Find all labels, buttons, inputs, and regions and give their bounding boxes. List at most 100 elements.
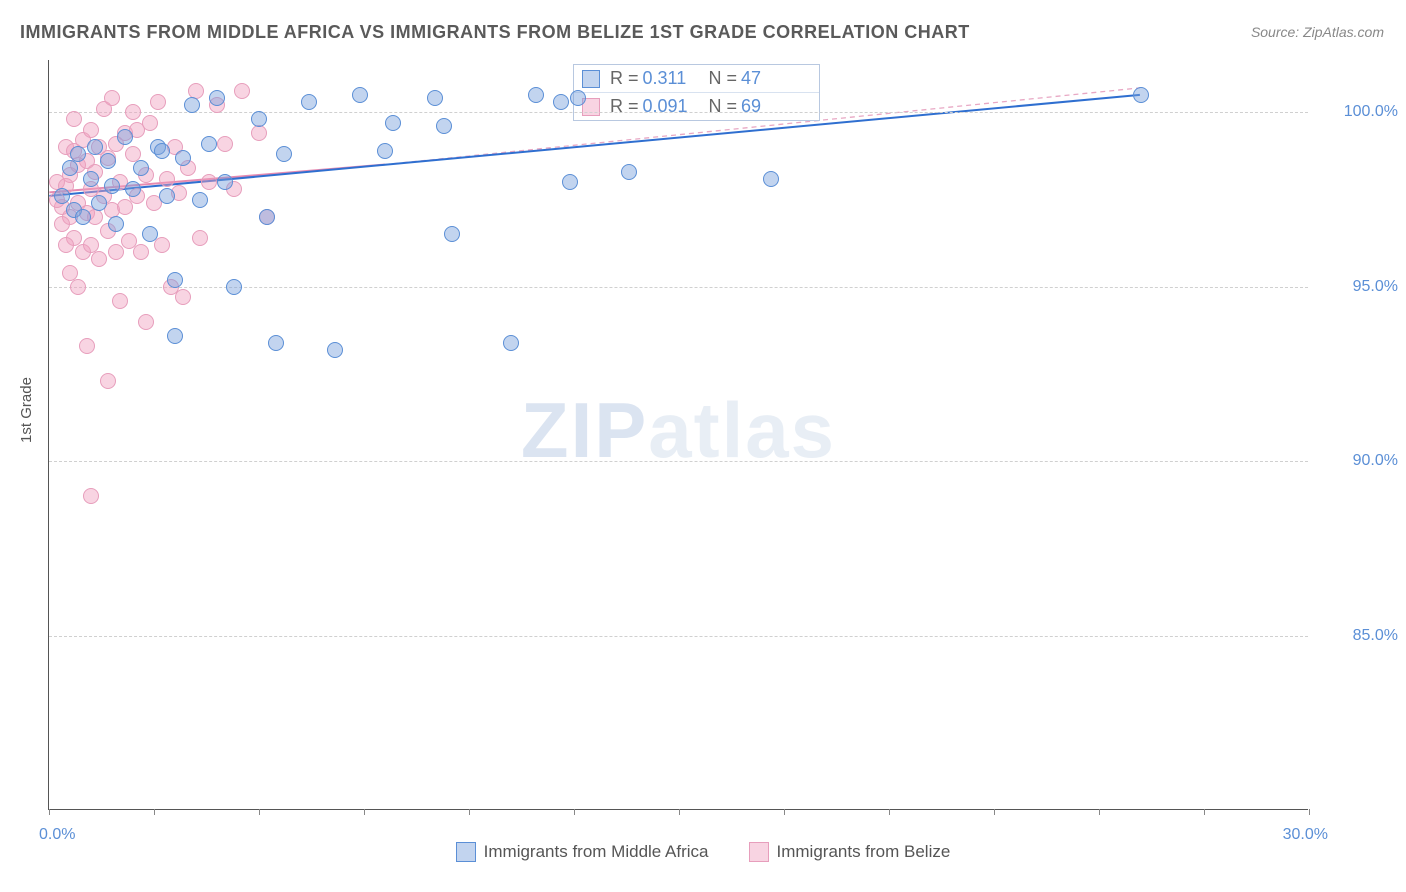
y-axis-label: 1st Grade xyxy=(18,377,35,443)
regression-lines xyxy=(49,60,1308,809)
y-tick-label: 85.0% xyxy=(1318,627,1398,645)
data-point xyxy=(142,226,158,242)
data-point xyxy=(66,111,82,127)
data-point xyxy=(217,136,233,152)
data-point xyxy=(570,90,586,106)
x-tick-mark xyxy=(364,809,365,815)
data-point xyxy=(58,237,74,253)
data-point xyxy=(427,90,443,106)
data-point xyxy=(192,230,208,246)
legend-label-pink: Immigrants from Belize xyxy=(777,842,951,862)
data-point xyxy=(184,97,200,113)
data-point xyxy=(377,143,393,159)
data-point xyxy=(125,104,141,120)
stats-n-label: N = xyxy=(709,68,738,89)
data-point xyxy=(112,293,128,309)
data-point xyxy=(259,209,275,225)
data-point xyxy=(201,136,217,152)
data-point xyxy=(201,174,217,190)
data-point xyxy=(138,314,154,330)
data-point xyxy=(83,171,99,187)
data-point xyxy=(104,90,120,106)
data-point xyxy=(436,118,452,134)
data-point xyxy=(763,171,779,187)
data-point xyxy=(133,244,149,260)
data-point xyxy=(553,94,569,110)
data-point xyxy=(83,122,99,138)
legend-item-pink: Immigrants from Belize xyxy=(749,842,951,862)
data-point xyxy=(70,146,86,162)
plot-area: ZIPatlas R = 0.311 N = 47 R = 0.091 N = … xyxy=(48,60,1308,810)
x-tick-mark xyxy=(574,809,575,815)
x-tick-mark xyxy=(154,809,155,815)
x-tick-mark xyxy=(469,809,470,815)
data-point xyxy=(159,188,175,204)
x-tick-mark xyxy=(994,809,995,815)
chart-title: IMMIGRANTS FROM MIDDLE AFRICA VS IMMIGRA… xyxy=(20,22,970,43)
data-point xyxy=(226,279,242,295)
legend-swatch-blue-icon xyxy=(456,842,476,862)
data-point xyxy=(117,129,133,145)
data-point xyxy=(528,87,544,103)
data-point xyxy=(209,90,225,106)
x-tick-mark xyxy=(1309,809,1310,815)
data-point xyxy=(154,143,170,159)
data-point xyxy=(142,115,158,131)
legend: Immigrants from Middle Africa Immigrants… xyxy=(0,842,1406,862)
data-point xyxy=(79,338,95,354)
data-point xyxy=(100,153,116,169)
data-point xyxy=(159,171,175,187)
stats-r-pink: 0.091 xyxy=(643,96,695,117)
x-tick-mark xyxy=(889,809,890,815)
data-point xyxy=(268,335,284,351)
data-point xyxy=(175,289,191,305)
data-point xyxy=(133,160,149,176)
data-point xyxy=(75,209,91,225)
data-point xyxy=(91,195,107,211)
data-point xyxy=(167,328,183,344)
x-tick-mark xyxy=(1099,809,1100,815)
data-point xyxy=(621,164,637,180)
legend-item-blue: Immigrants from Middle Africa xyxy=(456,842,709,862)
data-point xyxy=(100,373,116,389)
data-point xyxy=(54,188,70,204)
data-point xyxy=(167,272,183,288)
stats-r-label: R = xyxy=(610,68,639,89)
gridline xyxy=(49,636,1308,637)
data-point xyxy=(217,174,233,190)
data-point xyxy=(251,125,267,141)
data-point xyxy=(104,178,120,194)
x-tick-mark xyxy=(784,809,785,815)
legend-label-blue: Immigrants from Middle Africa xyxy=(484,842,709,862)
data-point xyxy=(301,94,317,110)
data-point xyxy=(150,94,166,110)
x-tick-mark xyxy=(1204,809,1205,815)
data-point xyxy=(352,87,368,103)
data-point xyxy=(1133,87,1149,103)
data-point xyxy=(385,115,401,131)
data-point xyxy=(251,111,267,127)
data-point xyxy=(327,342,343,358)
data-point xyxy=(154,237,170,253)
stats-r-label: R = xyxy=(610,96,639,117)
stats-row-blue: R = 0.311 N = 47 xyxy=(574,65,819,93)
y-tick-label: 100.0% xyxy=(1318,103,1398,121)
y-tick-label: 95.0% xyxy=(1318,278,1398,296)
source-label: Source: ZipAtlas.com xyxy=(1251,24,1384,40)
data-point xyxy=(70,279,86,295)
x-tick-mark xyxy=(679,809,680,815)
data-point xyxy=(234,83,250,99)
data-point xyxy=(87,139,103,155)
y-tick-label: 90.0% xyxy=(1318,452,1398,470)
data-point xyxy=(503,335,519,351)
gridline xyxy=(49,461,1308,462)
x-tick-mark xyxy=(49,809,50,815)
stats-n-blue: 47 xyxy=(741,68,793,89)
stats-r-blue: 0.311 xyxy=(643,68,695,89)
data-point xyxy=(83,488,99,504)
data-point xyxy=(62,160,78,176)
data-point xyxy=(192,192,208,208)
stats-n-pink: 69 xyxy=(741,96,793,117)
data-point xyxy=(276,146,292,162)
data-point xyxy=(125,181,141,197)
